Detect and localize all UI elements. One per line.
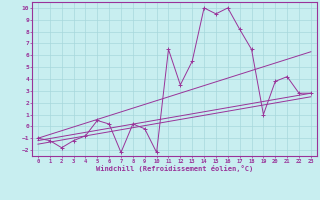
X-axis label: Windchill (Refroidissement éolien,°C): Windchill (Refroidissement éolien,°C) [96, 165, 253, 172]
